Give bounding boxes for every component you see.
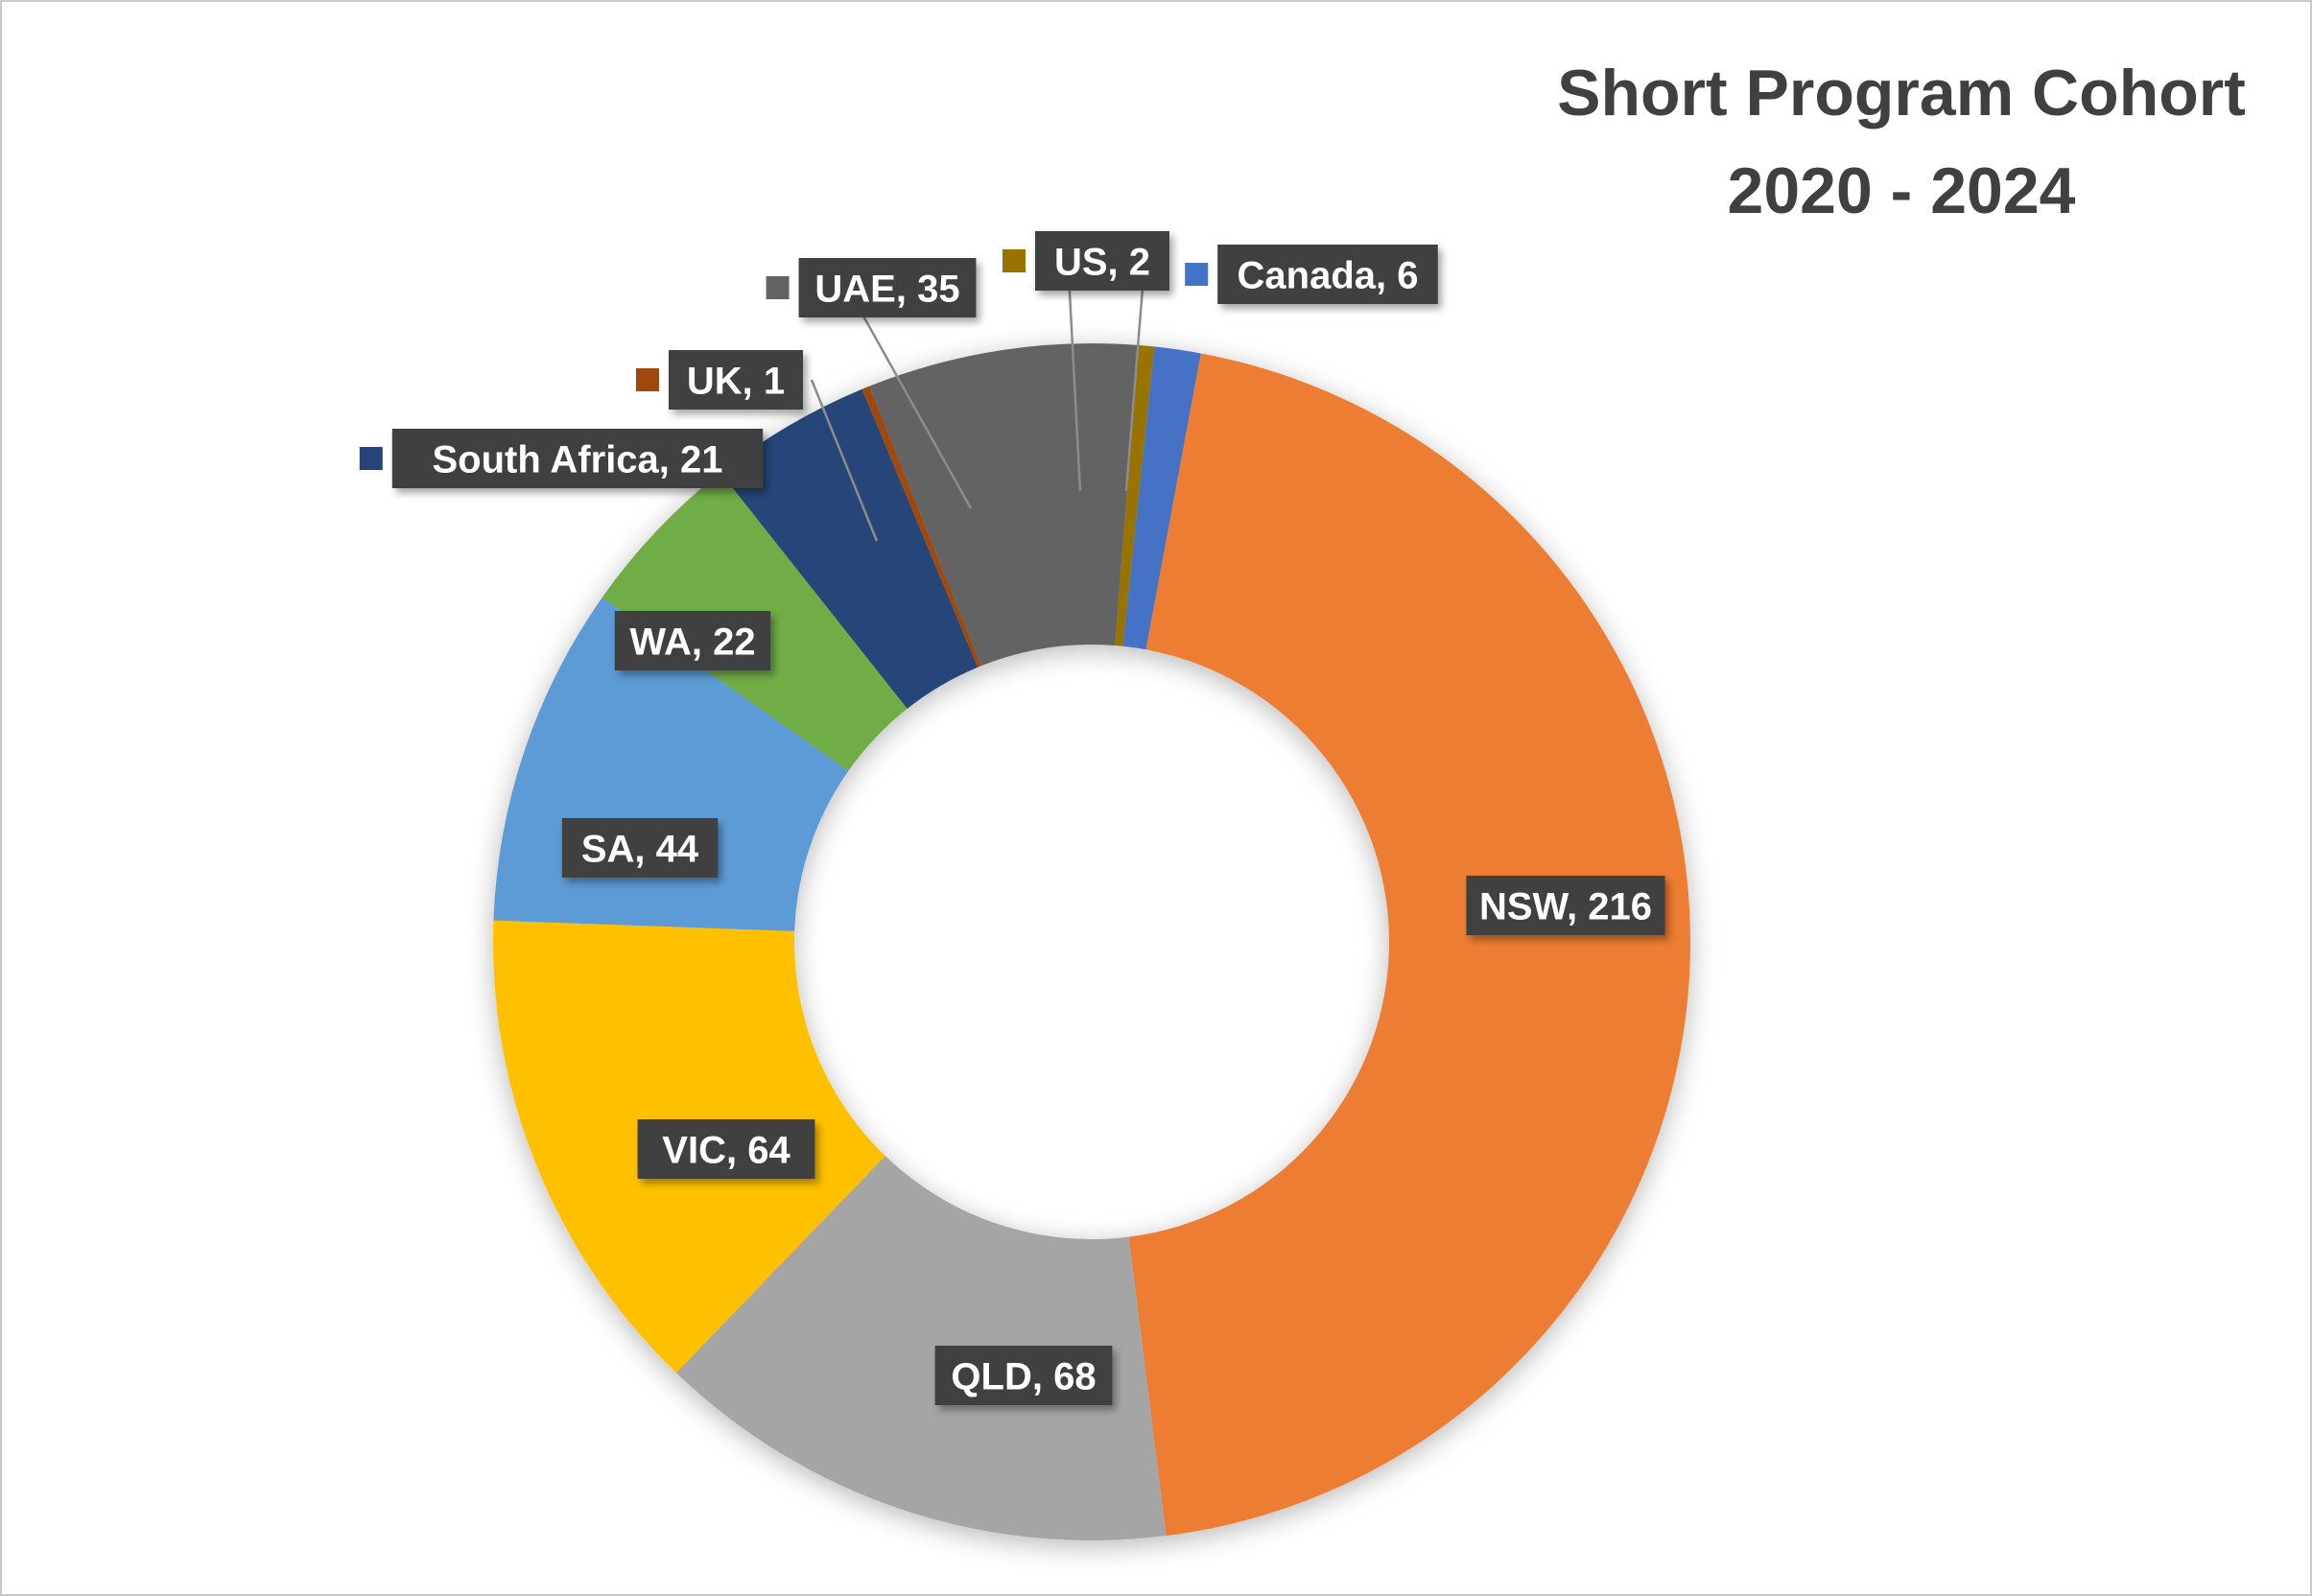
- leader-lines: [810, 273, 1145, 542]
- data-labels: Canada, 6 NSW, 216 QLD, 68 VIC, 64 SA, 44 WA,…: [359, 231, 1665, 1405]
- data-label-box-uk: [669, 350, 803, 410]
- data-label-box-south-africa: [391, 429, 764, 488]
- legend-key-uk: [636, 368, 659, 391]
- data-label-group-us: US, 2: [1003, 231, 1169, 291]
- data-label-vic: VIC, 64: [662, 1129, 790, 1171]
- data-label-group-nsw: NSW, 216: [1466, 876, 1665, 935]
- slice-uk: [861, 386, 981, 668]
- data-label-uk: UK, 1: [687, 360, 785, 402]
- data-label-box-qld: [934, 1346, 1113, 1405]
- data-label-box-vic: [637, 1119, 815, 1179]
- leader-line-canada: [1124, 275, 1145, 492]
- data-label-sa: SA, 44: [581, 828, 699, 870]
- legend-key-uae: [766, 276, 790, 299]
- leader-line-uae: [860, 312, 973, 509]
- slice-qld: [675, 1156, 1167, 1540]
- data-label-canada: Canada, 6: [1238, 254, 1419, 296]
- chart-title-line-1: Short Program Cohort: [1557, 57, 2246, 129]
- data-label-group-wa: WA, 22: [614, 611, 771, 670]
- legend-key-south-africa: [359, 447, 383, 470]
- data-label-group-vic: VIC, 64: [637, 1119, 815, 1179]
- slice-us: [1115, 344, 1155, 646]
- data-label-box-wa: [614, 611, 771, 670]
- leader-line-us: [1067, 273, 1082, 492]
- data-label-group-canada: Canada, 6: [1185, 245, 1438, 304]
- data-label-group-uk: UK, 1: [636, 350, 803, 410]
- slice-nsw: [1128, 353, 1690, 1537]
- data-label-box-canada: [1217, 245, 1438, 304]
- data-label-wa: WA, 22: [629, 621, 755, 663]
- chart-title-line-2: 2020 - 2024: [1728, 154, 2076, 227]
- data-label-us: US, 2: [1054, 241, 1150, 283]
- data-label-box-sa: [561, 818, 719, 878]
- leader-line-uk: [810, 379, 879, 542]
- slice-canada: [1122, 346, 1201, 650]
- slice-uae: [869, 343, 1139, 667]
- data-label-qld: QLD, 68: [951, 1355, 1096, 1397]
- data-label-south-africa: South Africa, 21: [432, 438, 722, 481]
- data-label-group-south-africa: South Africa, 21: [359, 429, 764, 488]
- data-label-group-uae: UAE, 35: [766, 258, 977, 317]
- data-label-group-sa: SA, 44: [561, 818, 719, 878]
- data-label-box-us: [1035, 231, 1169, 291]
- data-label-group-qld: QLD, 68: [934, 1346, 1113, 1405]
- data-label-box-uae: [798, 258, 977, 317]
- slice-south-africa: [720, 388, 979, 709]
- legend-key-us: [1003, 249, 1026, 272]
- data-label-box-nsw: [1466, 876, 1665, 935]
- data-label-nsw: NSW, 216: [1479, 885, 1652, 927]
- data-label-uae: UAE, 35: [814, 268, 959, 310]
- legend-key-canada: [1185, 263, 1209, 286]
